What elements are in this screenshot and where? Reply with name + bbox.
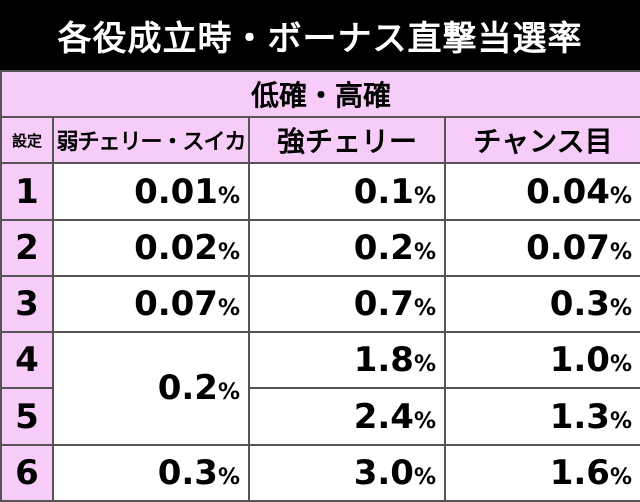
weak-cherry-suika-cell: 0.01% — [52, 162, 250, 221]
strong-cherry-cell: 2.4% — [248, 387, 446, 446]
page-title: 各役成立時・ボーナス直撃当選率 — [0, 0, 640, 70]
setting-cell: 4 — [0, 331, 54, 390]
setting-cell: 5 — [0, 387, 54, 446]
value: 0.3 — [549, 284, 610, 325]
percent-sign: % — [609, 239, 633, 265]
value: 0.01 — [134, 171, 218, 212]
weak-cherry-suika-cell: 0.3% — [52, 443, 250, 502]
value: 1.3 — [549, 396, 610, 437]
header-strong-cherry: 強チェリー — [248, 116, 446, 165]
bonus-rate-table: 低確・高確 設定 弱チェリー・スイカ 強チェリー チャンス目 1 0.01% 0… — [0, 69, 640, 502]
value: 3.0 — [353, 452, 414, 493]
percent-sign: % — [217, 296, 240, 322]
strong-cherry-cell: 3.0% — [248, 443, 446, 502]
header-setting: 設定 — [0, 116, 54, 165]
percent-sign: % — [217, 380, 240, 406]
setting-cell: 1 — [0, 162, 54, 221]
percent-sign: % — [413, 408, 436, 434]
percent-sign: % — [413, 296, 436, 322]
value: 0.07 — [134, 284, 218, 325]
percent-sign: % — [609, 408, 633, 434]
chance-me-cell: 0.3% — [443, 274, 640, 334]
value: 0.3 — [157, 452, 218, 493]
percent-sign: % — [609, 352, 633, 378]
mode-band-row: 低確・高確 — [0, 69, 640, 119]
weak-cherry-suika-cell: 0.02% — [52, 218, 250, 277]
value: 0.07 — [526, 227, 610, 268]
chance-me-cell: 0.04% — [443, 162, 640, 221]
table-row: 4 0.2% 1.8% 1.0% — [0, 331, 640, 446]
percent-sign: % — [217, 464, 240, 490]
weak-cherry-suika-cell-merged: 0.2% — [52, 331, 250, 446]
header-chance-me: チャンス目 — [443, 116, 640, 165]
value: 1.0 — [549, 340, 610, 381]
value: 2.4 — [353, 396, 414, 437]
table-row: 2 0.02% 0.2% 0.07% — [0, 218, 640, 277]
table-row: 5 2.4% 1.3% — [0, 387, 640, 446]
value: 0.02 — [134, 227, 218, 268]
percent-sign: % — [413, 239, 436, 265]
value: 0.04 — [526, 171, 610, 212]
value: 1.6 — [549, 452, 610, 493]
strong-cherry-cell: 0.7% — [248, 274, 446, 334]
percent-sign: % — [609, 296, 633, 322]
strong-cherry-cell: 0.1% — [248, 162, 446, 221]
setting-cell: 3 — [0, 274, 54, 334]
value: 0.7 — [353, 284, 414, 325]
mode-band-label: 低確・高確 — [0, 69, 640, 119]
strong-cherry-cell: 0.2% — [248, 218, 446, 277]
chance-me-cell: 1.3% — [443, 387, 640, 446]
table-row: 3 0.07% 0.7% 0.3% — [0, 274, 640, 334]
percent-sign: % — [609, 464, 633, 490]
value: 0.1 — [353, 171, 414, 212]
percent-sign: % — [609, 183, 633, 209]
percent-sign: % — [413, 352, 436, 378]
chance-me-cell: 0.07% — [443, 218, 640, 277]
percent-sign: % — [413, 464, 436, 490]
table-row: 1 0.01% 0.1% 0.04% — [0, 162, 640, 221]
chance-me-cell: 1.6% — [443, 443, 640, 502]
percent-sign: % — [217, 239, 240, 265]
value: 1.8 — [353, 340, 414, 381]
value: 0.2 — [353, 227, 414, 268]
chance-me-cell: 1.0% — [443, 331, 640, 390]
strong-cherry-cell: 1.8% — [248, 331, 446, 390]
value: 0.2 — [157, 368, 218, 409]
percent-sign: % — [413, 183, 436, 209]
setting-cell: 6 — [0, 443, 54, 502]
percent-sign: % — [217, 183, 240, 209]
weak-cherry-suika-cell: 0.07% — [52, 274, 250, 334]
header-row: 設定 弱チェリー・スイカ 強チェリー チャンス目 — [0, 116, 640, 165]
setting-cell: 2 — [0, 218, 54, 277]
header-weak-cherry-suika: 弱チェリー・スイカ — [52, 116, 250, 165]
table-row: 6 0.3% 3.0% 1.6% — [0, 443, 640, 502]
